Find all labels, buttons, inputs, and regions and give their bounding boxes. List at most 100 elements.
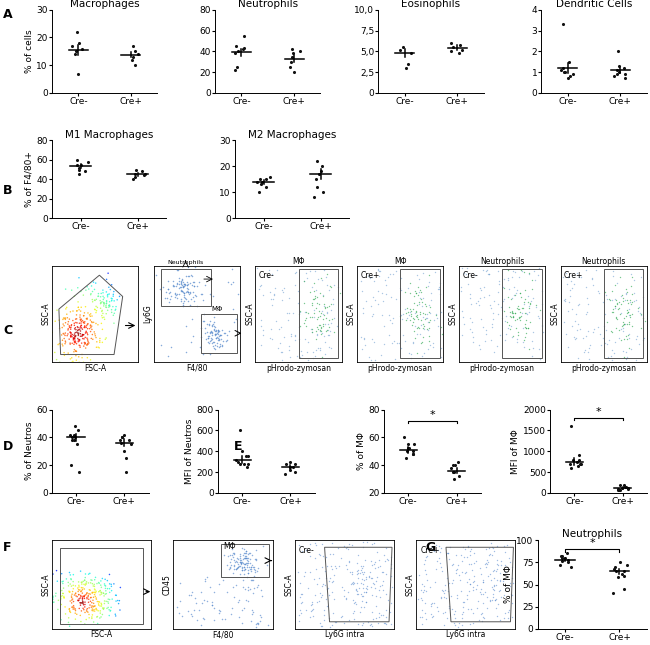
Point — [458, 602, 468, 613]
Point — [424, 302, 435, 312]
Point — [63, 325, 73, 335]
Point — [78, 317, 88, 328]
Point — [413, 593, 424, 604]
Point — [294, 577, 305, 588]
Point — [369, 337, 379, 347]
Point — [214, 605, 224, 615]
Point — [294, 615, 304, 626]
Point — [257, 177, 267, 187]
Point — [83, 324, 93, 334]
Point — [507, 306, 517, 316]
Point — [82, 604, 92, 614]
Point — [592, 286, 603, 296]
Point — [231, 454, 241, 464]
Point — [433, 321, 443, 331]
Point — [318, 299, 329, 310]
Point — [488, 591, 498, 602]
Point — [57, 586, 67, 596]
Point — [186, 270, 196, 281]
Point — [317, 539, 328, 549]
Point — [626, 344, 636, 354]
Point — [374, 272, 384, 282]
Point — [428, 342, 438, 352]
Point — [359, 333, 369, 344]
Point — [494, 279, 504, 289]
Point — [618, 63, 629, 73]
Point — [174, 288, 185, 299]
Point — [352, 558, 362, 568]
Point — [361, 571, 371, 582]
Point — [177, 281, 188, 292]
Point — [359, 334, 369, 344]
Text: Cre+: Cre+ — [564, 272, 584, 281]
Point — [85, 315, 96, 325]
Point — [458, 607, 468, 617]
Point — [198, 316, 208, 326]
Point — [308, 604, 318, 614]
Point — [352, 578, 362, 588]
Point — [322, 600, 332, 611]
Point — [74, 169, 85, 179]
Point — [79, 575, 90, 585]
Point — [417, 308, 428, 318]
Point — [73, 324, 84, 335]
Point — [458, 312, 469, 322]
Bar — [604, 270, 644, 359]
Point — [97, 573, 107, 584]
Point — [469, 558, 479, 568]
Point — [320, 337, 330, 347]
Point — [124, 435, 135, 445]
Point — [97, 337, 107, 348]
Point — [320, 303, 330, 313]
Point — [442, 613, 452, 623]
Point — [78, 599, 88, 609]
Y-axis label: MFI of Neutros: MFI of Neutros — [185, 419, 194, 484]
Point — [309, 192, 319, 203]
Point — [75, 586, 86, 597]
Bar — [161, 270, 211, 306]
Point — [172, 278, 183, 288]
Point — [217, 335, 228, 346]
Point — [240, 559, 251, 570]
Point — [65, 327, 75, 337]
Point — [373, 264, 384, 274]
Point — [414, 299, 424, 310]
Point — [327, 538, 337, 548]
Point — [462, 279, 473, 289]
Point — [313, 324, 324, 335]
Point — [98, 604, 109, 615]
Point — [328, 293, 338, 304]
Point — [200, 328, 211, 338]
Point — [201, 334, 211, 344]
Point — [96, 303, 106, 313]
Point — [79, 318, 90, 328]
Point — [344, 556, 354, 566]
Point — [374, 584, 384, 595]
Point — [368, 577, 378, 588]
Point — [165, 294, 176, 304]
Point — [469, 570, 479, 580]
Point — [244, 559, 255, 569]
Point — [74, 603, 85, 613]
Y-axis label: SSC-A: SSC-A — [406, 573, 415, 596]
Point — [279, 332, 289, 342]
Point — [79, 584, 90, 594]
Point — [71, 324, 81, 335]
Point — [421, 552, 431, 562]
Point — [578, 333, 588, 343]
Point — [492, 341, 502, 352]
X-axis label: pHrodo-zymosan: pHrodo-zymosan — [368, 364, 433, 373]
Point — [284, 308, 294, 318]
Point — [279, 283, 289, 293]
Point — [52, 576, 62, 586]
Point — [486, 303, 496, 313]
Point — [637, 292, 647, 303]
Point — [80, 590, 90, 600]
Point — [489, 346, 499, 357]
Point — [187, 271, 197, 281]
Point — [405, 278, 415, 288]
Point — [404, 348, 415, 359]
Point — [70, 614, 81, 624]
Point — [88, 595, 98, 606]
Point — [482, 570, 493, 580]
